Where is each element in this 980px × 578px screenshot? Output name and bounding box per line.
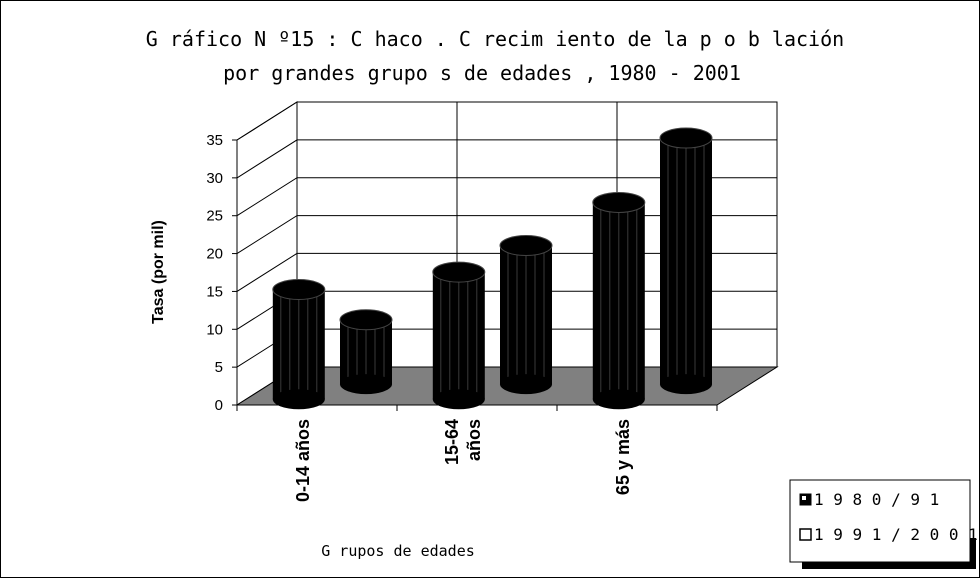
legend-box: [789, 479, 971, 563]
bar-198091-0-base: [272, 389, 325, 410]
bar-198091-0-top: [272, 279, 326, 301]
y-tick-label: 15: [206, 283, 223, 300]
x-category-label: 15-64: [442, 419, 462, 465]
x-category-label: años: [464, 419, 484, 461]
x-category-label: 0-14 años: [293, 419, 313, 502]
y-tick-label: 20: [206, 246, 223, 263]
bar-19912001-1-base: [500, 374, 552, 395]
legend-swatch-1980-91-highlight: [802, 496, 806, 500]
bar-198091-2-top: [592, 191, 646, 213]
legend-label-1980-91: 1 9 8 0 / 9 1: [814, 490, 939, 509]
bar-19912001-0-top: [339, 309, 393, 331]
x-category-label: 65 y más: [613, 419, 633, 495]
y-tick-label: 5: [215, 359, 223, 376]
legend-label-1991-2001: 1 9 9 1 / 2 0 0 1: [814, 525, 978, 544]
plot-area: 0 5 10 15 20 25 30 35 0-14 años 15-64 años 65 y más: [206, 101, 779, 502]
chart-title-line-1: G ráfico N º15 : C haco . C recim iento …: [146, 27, 844, 51]
bar-198091-1-top: [432, 261, 486, 283]
bar-198091-2-base: [592, 389, 645, 410]
bar-19912001-0-base: [340, 374, 392, 395]
bar-19912001-1-top: [499, 235, 553, 257]
bar-19912001-2-base: [660, 374, 712, 395]
bar-198091-1-base: [432, 389, 485, 410]
bar-19912001-2-top: [659, 127, 713, 149]
y-tick-label: 10: [206, 321, 223, 338]
y-tick-label: 30: [206, 170, 223, 187]
y-tick-label: 0: [215, 397, 223, 414]
legend-swatch-1991-2001: [799, 528, 812, 541]
chart-title-line-2: por grandes grupo s de edades , 1980 - 2…: [223, 61, 741, 85]
y-axis-title: Tasa (por mil): [150, 220, 167, 324]
legend: 1 9 8 0 / 9 1 1 9 9 1 / 2 0 0 1: [789, 479, 978, 569]
y-tick-label: 35: [206, 132, 223, 149]
y-tick-label: 25: [206, 208, 223, 225]
x-axis-title: G rupos de edades: [321, 542, 475, 560]
